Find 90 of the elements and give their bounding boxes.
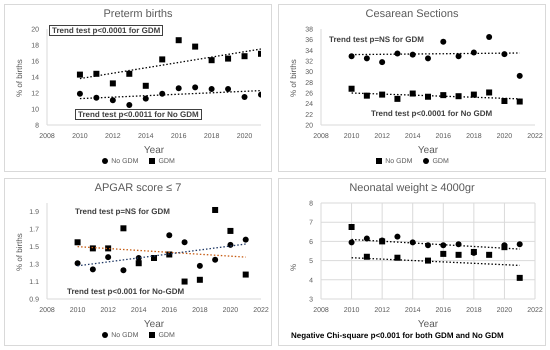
point	[166, 232, 172, 238]
point	[196, 276, 203, 283]
point	[440, 92, 446, 98]
point	[348, 224, 355, 230]
point	[379, 59, 386, 66]
point	[410, 90, 416, 97]
point	[105, 254, 112, 260]
point	[212, 206, 218, 213]
point	[486, 89, 492, 96]
point	[74, 260, 81, 266]
x-axis-title: Year	[144, 145, 165, 156]
point	[440, 250, 446, 257]
point	[136, 260, 142, 266]
point	[142, 82, 149, 89]
point	[425, 55, 431, 62]
annotation: Trend test p=NS for GDM	[329, 35, 424, 44]
point	[110, 80, 116, 86]
point	[425, 94, 431, 100]
chart-title: Preterm births	[102, 7, 174, 22]
y-axis-title: % of births	[14, 59, 24, 97]
point	[126, 70, 132, 77]
point	[348, 86, 355, 92]
point	[126, 102, 132, 108]
point	[364, 55, 370, 62]
point	[394, 50, 400, 57]
point	[227, 228, 234, 234]
point	[516, 98, 523, 105]
point	[242, 53, 248, 60]
point	[440, 38, 446, 45]
chart-title: Neonatal weight ≥ 4000gr	[348, 181, 476, 196]
x-axis-title: Year	[144, 319, 165, 330]
annotation: Trend test p<0.0011 for No GDM	[75, 109, 202, 120]
point	[90, 266, 96, 272]
point	[196, 262, 203, 269]
point	[516, 72, 523, 79]
chart-title: Cesarean Sections	[364, 7, 460, 22]
point	[208, 86, 215, 92]
point	[470, 49, 477, 56]
point	[74, 239, 81, 246]
chart-title: APGAR score ≤ 7	[94, 181, 182, 196]
annotation: Trend test p=NS for GDM	[75, 207, 170, 216]
point	[225, 56, 232, 62]
point	[379, 92, 386, 98]
point	[394, 234, 400, 240]
point	[348, 53, 355, 60]
y-axis-title: %	[288, 264, 298, 271]
point	[110, 97, 116, 104]
point	[76, 72, 83, 78]
point	[142, 96, 149, 102]
point	[120, 267, 126, 274]
x-axis-title: Year	[418, 145, 439, 156]
annotation: Trend test p<0.0001 for No GDM	[371, 109, 492, 118]
point	[501, 98, 508, 104]
point	[242, 236, 249, 243]
point	[470, 92, 477, 98]
point	[516, 241, 523, 248]
y-axis-title: % of births	[288, 59, 298, 97]
point	[456, 53, 462, 60]
point	[516, 274, 523, 281]
point	[176, 85, 182, 92]
text: Negative Chi-square p<0.001 for both GDM and No GDM	[291, 331, 504, 340]
point	[159, 56, 166, 62]
point	[225, 86, 232, 92]
point	[176, 37, 182, 44]
point	[192, 84, 198, 90]
point	[456, 252, 462, 258]
point	[76, 90, 83, 97]
point	[151, 254, 157, 261]
point	[364, 254, 370, 260]
y-axis-title: % of births	[14, 233, 24, 271]
point	[182, 239, 188, 246]
point	[192, 44, 198, 50]
point	[348, 239, 355, 246]
annotation: Trend test p<0.001 for No-GDM	[67, 287, 184, 296]
point	[208, 57, 215, 64]
point	[486, 252, 492, 258]
point	[242, 94, 248, 100]
point	[364, 236, 370, 242]
point	[120, 225, 126, 232]
point	[364, 92, 370, 99]
annotation: Trend test p<0.0001 for GDM	[49, 25, 164, 36]
point	[212, 256, 218, 263]
point	[394, 254, 400, 261]
point	[227, 242, 234, 248]
point	[242, 272, 249, 278]
x-axis-title: Year	[418, 319, 439, 330]
point	[486, 34, 492, 40]
point	[182, 278, 188, 285]
point	[394, 96, 400, 102]
point	[90, 245, 96, 252]
